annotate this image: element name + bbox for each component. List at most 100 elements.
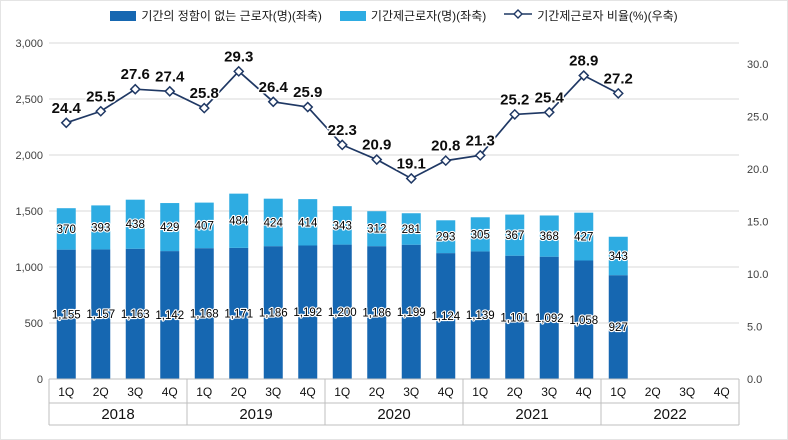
x-axis-year-label: 2019 [239,406,272,423]
ratio-value-label: 25.4 [535,89,565,106]
bar-segment-fixed-term-workers [436,220,456,254]
ratio-value-label: 19.1 [397,155,426,172]
ratio-marker-diamond [129,83,141,95]
bar-value-permanent-workers: 1,192 [293,307,322,319]
bar-value-fixed-term-workers: 484 [229,216,249,228]
bar-value-fixed-term-workers: 370 [57,224,76,236]
ratio-marker-diamond [543,106,555,118]
bar-segment-permanent-workers [608,275,628,379]
bar-value-permanent-workers: 1,139 [466,310,495,322]
bar-segment-permanent-workers [332,244,352,379]
x-axis-quarter-label: 3Q [679,385,695,399]
bar-segment-permanent-workers [470,251,490,379]
bar-segment-fixed-term-workers [263,198,283,247]
bar-value-fixed-term-workers: 424 [264,217,284,229]
ratio-marker-diamond [233,65,245,77]
left-axis-tick: 1,500 [15,206,43,218]
ratio-marker-diamond [95,105,107,117]
bar-segment-fixed-term-workers [608,236,628,276]
ratio-marker-diamond [371,153,383,166]
legend-label-permanent-workers: 기간의 정함이 없는 근로자(명)(좌축) [141,9,322,23]
x-axis-quarter-label: 3Q [127,385,143,399]
bar-value-permanent-workers: 1,168 [190,309,219,321]
bar-value-fixed-term-workers: 407 [195,220,214,232]
ratio-value-label: 24.4 [52,100,82,117]
bar-segment-permanent-workers [574,260,594,379]
right-axis-tick: 25.0 [747,112,768,124]
bar-value-fixed-term-workers: 343 [609,251,628,263]
ratio-marker-diamond [578,69,590,82]
right-axis-tick: 30.0 [747,59,768,71]
x-axis-year-label: 2018 [101,406,134,423]
bar-value-fixed-term-workers: 438 [126,219,145,231]
bar-value-permanent-workers: 1,142 [155,310,184,322]
bar-value-permanent-workers: 1,163 [121,309,150,321]
ratio-marker-diamond [612,87,624,99]
bar-segment-permanent-workers [91,249,111,379]
x-axis-quarter-label: 1Q [610,385,626,399]
bar-value-fixed-term-workers: 367 [505,230,524,242]
ratio-value-label: 27.4 [155,68,185,85]
ratio-marker-diamond [164,85,176,97]
bar-value-permanent-workers: 1,171 [224,308,253,320]
right-axis-tick: 0.0 [747,374,762,386]
bar-segment-fixed-term-workers [91,205,111,250]
bar-value-fixed-term-workers: 293 [436,232,455,244]
x-axis-quarter-label: 4Q [576,385,592,399]
bar-segment-fixed-term-workers [470,217,490,252]
left-axis-tick: 0 [37,374,43,386]
left-axis-tick: 3,000 [15,38,43,50]
bar-segment-permanent-workers [539,256,559,379]
ratio-marker-diamond [509,108,521,120]
x-axis-quarter-label: 2Q [507,385,523,399]
left-axis-tick: 500 [25,318,43,330]
right-axis-tick: 10.0 [747,269,768,281]
bar-segment-permanent-workers [367,246,387,379]
x-axis-quarter-label: 3Q [403,385,419,399]
x-axis-quarter-label: 1Q [196,385,212,399]
x-axis-year-label: 2022 [653,406,686,423]
ratio-marker-diamond [405,172,417,185]
bar-value-permanent-workers: 1,092 [535,313,564,325]
bar-value-permanent-workers: 1,199 [397,307,426,319]
bar-segment-permanent-workers [401,244,421,379]
ratio-value-label: 25.9 [293,84,322,101]
x-axis-quarter-label: 1Q [58,385,74,399]
bar-segment-fixed-term-workers [401,213,421,245]
bar-segment-permanent-workers [194,248,214,379]
ratio-value-label: 20.9 [362,137,391,154]
bar-segment-fixed-term-workers [56,208,76,250]
bar-segment-permanent-workers [263,246,283,379]
ratio-marker-diamond [474,149,486,161]
ratio-marker-diamond [302,101,314,113]
legend-label-fixed-term-workers: 기간제근로자(명)(좌축) [370,9,487,23]
left-axis-tick: 2,500 [15,94,43,106]
bar-segment-fixed-term-workers [332,206,352,245]
legend-item-fixed-term-workers: 기간제근로자(명)(좌축) [339,7,487,24]
bar-value-permanent-workers: 1,186 [362,308,391,320]
ratio-marker-diamond [440,155,452,167]
bar-value-permanent-workers: 1,200 [328,307,357,319]
ratio-value-label: 27.2 [604,70,633,87]
bar-segment-permanent-workers [229,247,249,379]
x-axis-quarter-label: 2Q [369,385,385,399]
legend-label-fixed-term-ratio: 기간제근로자 비율(%)(우축) [537,9,678,23]
legend-item-permanent-workers: 기간의 정함이 없는 근로자(명)(좌축) [110,7,322,24]
bar-segment-fixed-term-workers [229,193,249,248]
bar-value-fixed-term-workers: 368 [540,231,559,243]
ratio-value-label: 21.3 [466,132,495,149]
bar-value-permanent-workers: 1,101 [500,312,529,324]
x-axis-quarter-label: 3Q [541,385,557,399]
bar-segment-fixed-term-workers [539,215,559,257]
ratio-value-label: 25.2 [500,91,529,108]
left-axis-tick: 2,000 [15,150,43,162]
legend-swatch-dark-bar [110,10,137,21]
bar-value-fixed-term-workers: 305 [471,229,490,241]
bar-segment-fixed-term-workers [298,199,318,246]
bar-value-permanent-workers: 1,124 [431,311,460,323]
ratio-value-label: 27.6 [121,66,150,83]
bar-value-permanent-workers: 927 [609,322,628,334]
ratio-value-label: 28.9 [569,53,598,70]
bar-segment-fixed-term-workers [194,202,214,249]
